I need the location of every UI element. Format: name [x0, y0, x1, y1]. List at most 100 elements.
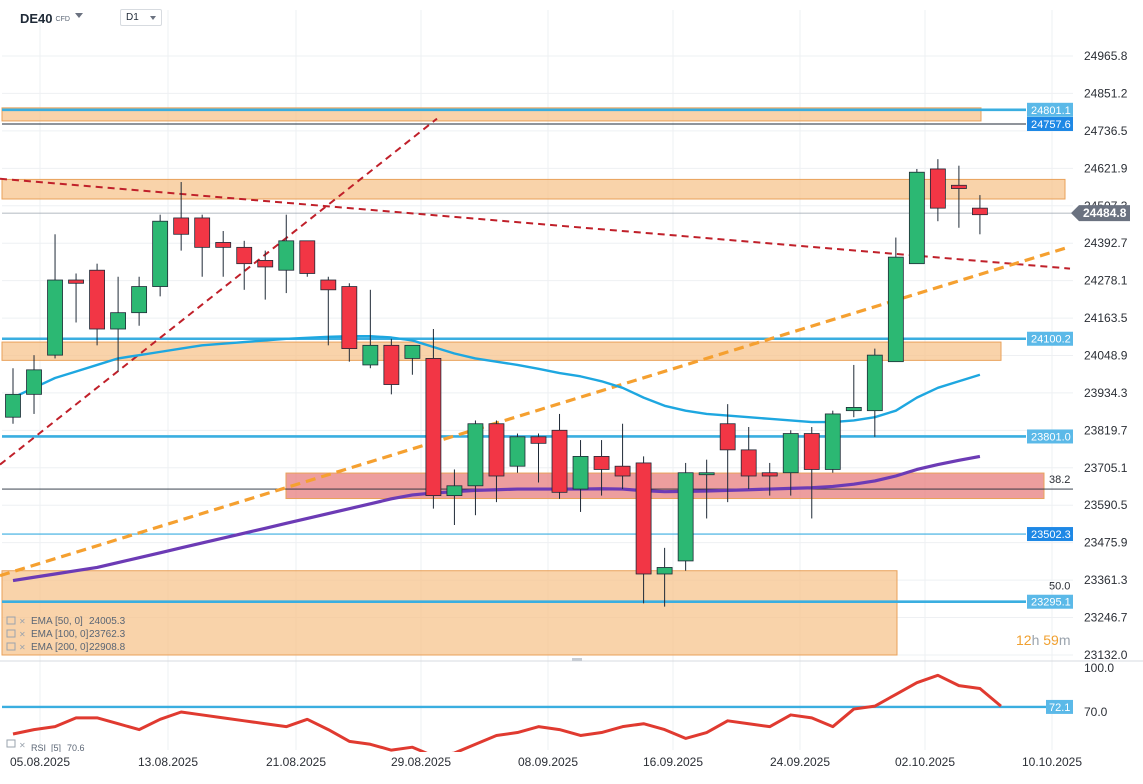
- candle-body[interactable]: [383, 344, 400, 385]
- resistance-zone-top: [1, 107, 982, 122]
- candle-body[interactable]: [425, 358, 442, 496]
- candle-body[interactable]: [194, 217, 211, 248]
- trendline-down[interactable]: [0, 177, 1071, 270]
- candle-body[interactable]: [677, 472, 694, 562]
- candle-body[interactable]: [551, 429, 568, 493]
- pane-resize-handle[interactable]: [572, 658, 582, 661]
- trendline-up-red[interactable]: [0, 117, 438, 466]
- level-price-tag-1[interactable]: [1027, 117, 1073, 132]
- ema-legend-value: 24005.3: [89, 616, 126, 627]
- level-price-tag-4[interactable]: [1027, 527, 1073, 542]
- current-price-tag: [1071, 205, 1130, 222]
- close-icon: ✕: [19, 643, 26, 652]
- candle-body[interactable]: [236, 246, 253, 265]
- level-price-tag-5[interactable]: [1027, 594, 1073, 609]
- settings-icon[interactable]: [6, 616, 16, 625]
- symbol-chevron-down-icon[interactable]: [75, 13, 83, 18]
- level-price-label: 24100.2: [1031, 334, 1071, 346]
- candle-body[interactable]: [972, 207, 988, 216]
- close-icon: ✕: [19, 630, 26, 639]
- candle-body[interactable]: [215, 242, 232, 248]
- level-price-label: 23801.0: [1031, 431, 1071, 443]
- candle-body[interactable]: [5, 393, 21, 418]
- candle-body[interactable]: [824, 413, 841, 470]
- symbol-name: DE40: [20, 11, 53, 26]
- level-price-label: 24757.6: [1031, 119, 1071, 131]
- candle-body[interactable]: [530, 436, 547, 444]
- candle-body[interactable]: [257, 260, 274, 268]
- rsi-legend-name: RSI: [31, 743, 46, 753]
- candle-body[interactable]: [635, 462, 652, 575]
- countdown-minutes-unit: m: [1058, 632, 1071, 648]
- candle-body[interactable]: [719, 423, 736, 451]
- candle-body[interactable]: [362, 344, 379, 366]
- rsi-legend-params: [5]: [51, 743, 61, 753]
- y-tick-label: 24278.1: [1084, 274, 1128, 288]
- settings-icon[interactable]: [6, 629, 16, 638]
- y-tick-label: 24163.5: [1084, 311, 1128, 325]
- close-icon: ✕: [19, 741, 26, 750]
- timeframe-selector[interactable]: D1: [120, 9, 162, 26]
- y-tick-label: 23132.0: [1084, 648, 1128, 662]
- y-tick-label: 23934.3: [1084, 386, 1128, 400]
- candle-body[interactable]: [152, 220, 169, 287]
- candle-body[interactable]: [110, 312, 126, 330]
- rsi-legend-value: 70.6: [67, 743, 85, 753]
- current-price-label: 24484.8: [1083, 206, 1127, 220]
- candle-body[interactable]: [740, 449, 757, 477]
- trendline-up-orange[interactable]: [0, 245, 1069, 578]
- ema-legend-name: EMA: [31, 616, 53, 627]
- candle-body[interactable]: [404, 344, 421, 359]
- candle-body[interactable]: [173, 217, 190, 235]
- ema-legend-params: [200, 0]: [55, 642, 89, 653]
- timeframe-chevron-down-icon: [150, 16, 156, 20]
- symbol-selector[interactable]: DE40 CFD: [20, 11, 70, 26]
- y-tick-label: 24851.2: [1084, 86, 1128, 100]
- ema-legend-name: EMA: [31, 642, 53, 653]
- y-tick-label: 23819.7: [1084, 423, 1128, 437]
- candle-body[interactable]: [320, 279, 337, 291]
- candle-body[interactable]: [951, 184, 967, 189]
- candle-body[interactable]: [572, 456, 589, 490]
- candle-body[interactable]: [446, 485, 463, 496]
- x-tick-label: 13.08.2025: [138, 755, 198, 769]
- level-price-tag-3[interactable]: [1027, 429, 1073, 444]
- settings-icon[interactable]: [6, 739, 16, 748]
- level-price-tag-2[interactable]: [1027, 331, 1073, 346]
- x-tick-label: 08.09.2025: [518, 755, 578, 769]
- candle-body[interactable]: [866, 354, 883, 412]
- candle-body[interactable]: [593, 456, 610, 470]
- y-tick-label: 23246.7: [1084, 611, 1128, 625]
- candle-body[interactable]: [278, 240, 295, 271]
- settings-icon[interactable]: [6, 642, 16, 651]
- candle-body[interactable]: [467, 423, 484, 487]
- level-price-tag-0[interactable]: [1027, 102, 1073, 117]
- candle-body[interactable]: [341, 286, 358, 350]
- candle-body[interactable]: [488, 423, 505, 477]
- candle-body[interactable]: [782, 433, 799, 474]
- candle-body[interactable]: [761, 472, 778, 477]
- candle-body[interactable]: [509, 436, 526, 467]
- candle-countdown: 12h 59m: [1016, 632, 1071, 648]
- candle-body[interactable]: [299, 240, 316, 274]
- candle-body[interactable]: [47, 279, 63, 356]
- candle-body[interactable]: [89, 269, 105, 330]
- candle-body[interactable]: [68, 279, 84, 284]
- rsi-tick-label: 70.0: [1084, 705, 1108, 719]
- candle-body[interactable]: [698, 472, 715, 476]
- x-tick-label: 24.09.2025: [770, 755, 830, 769]
- candle-body[interactable]: [887, 256, 904, 363]
- candle-body[interactable]: [908, 171, 925, 265]
- rsi-tick-label: 100.0: [1084, 661, 1114, 675]
- candle-body[interactable]: [656, 567, 673, 575]
- candle-body[interactable]: [929, 168, 946, 209]
- candle-body[interactable]: [131, 286, 148, 314]
- rsi-level-tag[interactable]: [1046, 699, 1073, 714]
- candle-body[interactable]: [803, 433, 820, 470]
- candle-body[interactable]: [26, 369, 42, 395]
- y-tick-label: 23705.1: [1084, 461, 1128, 475]
- candle-body[interactable]: [614, 465, 631, 477]
- candle-body[interactable]: [845, 407, 862, 412]
